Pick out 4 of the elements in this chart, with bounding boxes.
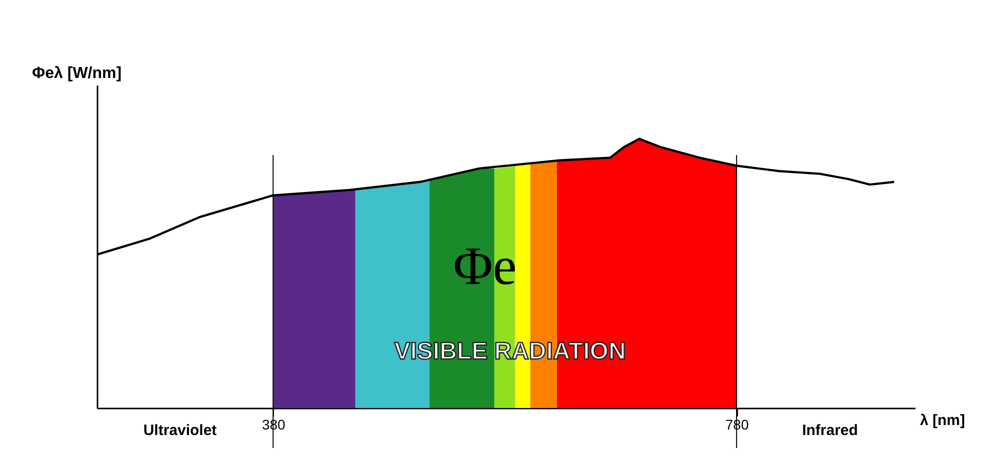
x-axis-title: λ [nm]	[920, 412, 966, 429]
text: Ultraviolet	[143, 422, 217, 439]
text: Infrared	[802, 422, 858, 439]
y-axis-title: Φeλ [W/nm]	[32, 65, 122, 82]
